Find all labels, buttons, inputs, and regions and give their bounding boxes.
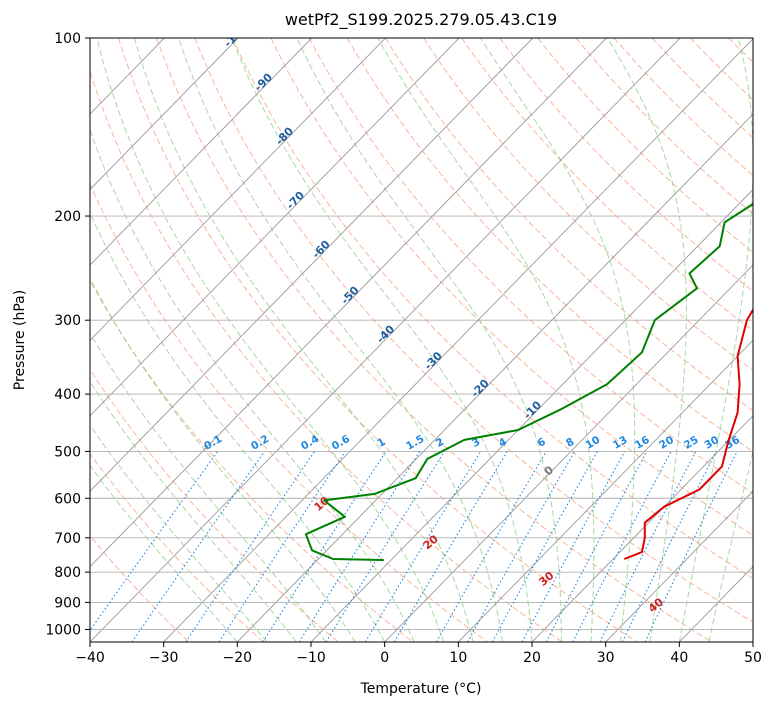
x-tick-label: −40 [75, 650, 105, 666]
y-tick-label: 400 [54, 387, 81, 403]
x-axis-label: Temperature (°C) [360, 681, 482, 697]
x-tick-label: 10 [449, 650, 467, 666]
x-tick-label: 0 [380, 650, 389, 666]
chart-title: wetPf2_S199.2025.279.05.43.C19 [285, 10, 557, 30]
y-tick-label: 200 [54, 209, 81, 225]
y-tick-label: 900 [54, 595, 81, 611]
x-tick-label: −10 [296, 650, 326, 666]
x-tick-label: 20 [523, 650, 541, 666]
y-axis-label: Pressure (hPa) [12, 290, 28, 390]
y-tick-label: 100 [54, 31, 81, 47]
x-tick-label: 30 [597, 650, 615, 666]
x-tick-label: −30 [149, 650, 179, 666]
y-tick-label: 300 [54, 313, 81, 329]
y-tick-label: 1000 [45, 622, 81, 638]
y-tick-label: 500 [54, 444, 81, 460]
y-tick-label: 700 [54, 531, 81, 547]
x-tick-label: 50 [744, 650, 762, 666]
y-tick-label: 800 [54, 565, 81, 581]
x-tick-label: −20 [223, 650, 253, 666]
x-tick-label: 40 [670, 650, 688, 666]
y-tick-label: 600 [54, 491, 81, 507]
